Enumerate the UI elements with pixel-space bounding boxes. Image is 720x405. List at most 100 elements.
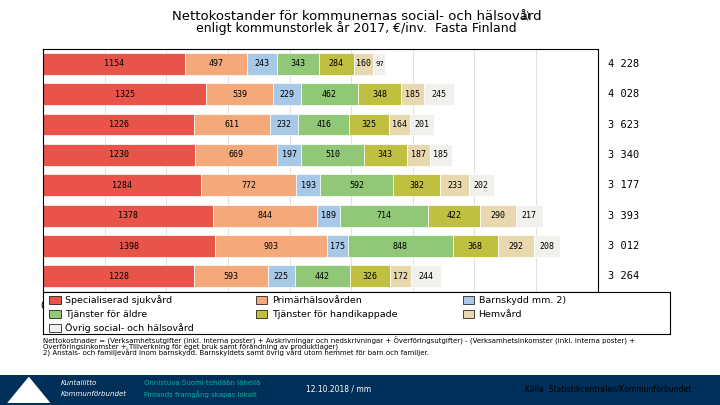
Bar bbox=[348, 235, 453, 257]
Bar bbox=[247, 53, 276, 75]
Bar bbox=[50, 324, 60, 333]
Text: 189: 189 bbox=[321, 211, 336, 220]
Text: 201: 201 bbox=[415, 120, 429, 129]
Bar bbox=[401, 83, 423, 105]
Bar bbox=[215, 235, 327, 257]
Bar bbox=[194, 144, 277, 166]
Bar bbox=[390, 113, 410, 135]
Bar bbox=[50, 310, 60, 318]
Bar bbox=[374, 53, 385, 75]
Bar bbox=[350, 266, 390, 288]
Text: 185: 185 bbox=[405, 90, 420, 99]
Text: 197: 197 bbox=[282, 150, 297, 160]
Bar bbox=[430, 144, 452, 166]
Bar bbox=[276, 53, 319, 75]
Text: 97: 97 bbox=[375, 61, 384, 67]
Bar bbox=[202, 175, 297, 196]
Bar bbox=[194, 266, 268, 288]
Bar bbox=[319, 53, 354, 75]
Bar bbox=[440, 175, 469, 196]
Text: 3 012: 3 012 bbox=[608, 241, 639, 251]
Bar bbox=[301, 83, 358, 105]
Text: Tjänster för handikappade: Tjänster för handikappade bbox=[272, 310, 397, 319]
Bar bbox=[349, 113, 390, 135]
Text: 225: 225 bbox=[274, 272, 289, 281]
Text: 416: 416 bbox=[316, 120, 331, 129]
Text: 669: 669 bbox=[228, 150, 243, 160]
Text: 772: 772 bbox=[241, 181, 256, 190]
Text: 2) Anstals- och familjevård inom barnskydd. Barnskyldets samt övrig vård utom he: 2) Anstals- och familjevård inom barnsky… bbox=[43, 349, 429, 357]
Text: 175: 175 bbox=[330, 241, 345, 251]
Text: Källa  Statistikcentralen/Kommunförbundet: Källa Statistikcentralen/Kommunförbundet bbox=[525, 384, 691, 393]
Text: Nettokostander för kommunernas social- och hälsovård: Nettokostander för kommunernas social- o… bbox=[171, 10, 541, 23]
Text: 208: 208 bbox=[539, 241, 554, 251]
Bar bbox=[317, 205, 341, 227]
Text: 244: 244 bbox=[418, 272, 433, 281]
Text: 4 228: 4 228 bbox=[608, 59, 639, 69]
Bar bbox=[410, 113, 434, 135]
Bar bbox=[185, 53, 247, 75]
Text: 290: 290 bbox=[490, 211, 505, 220]
Bar bbox=[273, 83, 301, 105]
Text: 442: 442 bbox=[315, 272, 330, 281]
Bar bbox=[423, 83, 454, 105]
Bar bbox=[498, 235, 534, 257]
Bar bbox=[213, 205, 317, 227]
Text: 1398: 1398 bbox=[120, 241, 139, 251]
Bar bbox=[480, 205, 516, 227]
Polygon shape bbox=[7, 377, 50, 403]
Text: 172: 172 bbox=[393, 272, 408, 281]
Bar bbox=[256, 310, 267, 318]
Bar bbox=[43, 83, 207, 105]
Text: 4 028: 4 028 bbox=[608, 89, 639, 99]
Text: 1230: 1230 bbox=[109, 150, 129, 160]
Bar bbox=[43, 175, 202, 196]
Bar bbox=[390, 266, 411, 288]
Bar bbox=[43, 235, 215, 257]
Text: 539: 539 bbox=[232, 90, 247, 99]
Text: 848: 848 bbox=[393, 241, 408, 251]
Text: Kommunförbundet: Kommunförbundet bbox=[61, 391, 127, 396]
Text: 593: 593 bbox=[223, 272, 238, 281]
Text: Tjänster för äldre: Tjänster för äldre bbox=[65, 310, 148, 319]
Bar bbox=[50, 296, 60, 305]
Bar bbox=[277, 144, 302, 166]
Text: 12.10.2018 / mm: 12.10.2018 / mm bbox=[306, 384, 371, 393]
Text: 3 393: 3 393 bbox=[608, 211, 639, 221]
Text: 611: 611 bbox=[225, 120, 239, 129]
Text: Primärhälsovården: Primärhälsovården bbox=[272, 296, 361, 305]
Text: 245: 245 bbox=[431, 90, 446, 99]
Text: Hemvård: Hemvård bbox=[479, 310, 522, 319]
Text: 343: 343 bbox=[378, 150, 393, 160]
Text: 1378: 1378 bbox=[118, 211, 138, 220]
Text: 229: 229 bbox=[279, 90, 294, 99]
Bar bbox=[256, 296, 267, 305]
Text: enligt kommunstorlek år 2017, €/inv.  Fasta Finland: enligt kommunstorlek år 2017, €/inv. Fas… bbox=[196, 21, 517, 35]
Bar bbox=[268, 266, 295, 288]
Bar bbox=[327, 235, 348, 257]
Text: 1226: 1226 bbox=[109, 120, 129, 129]
Text: 232: 232 bbox=[276, 120, 292, 129]
Text: 382: 382 bbox=[409, 181, 424, 190]
Text: 292: 292 bbox=[508, 241, 523, 251]
Text: 243: 243 bbox=[254, 59, 269, 68]
Bar bbox=[341, 205, 428, 227]
Bar bbox=[393, 175, 440, 196]
Text: 903: 903 bbox=[264, 241, 279, 251]
Text: 3 623: 3 623 bbox=[608, 119, 639, 130]
Bar bbox=[534, 235, 559, 257]
Bar bbox=[320, 175, 393, 196]
Text: 462: 462 bbox=[322, 90, 337, 99]
Bar bbox=[43, 53, 185, 75]
Text: Barnskydd mm. 2): Barnskydd mm. 2) bbox=[479, 296, 566, 305]
Bar bbox=[453, 235, 498, 257]
Text: 185: 185 bbox=[433, 150, 449, 160]
Bar bbox=[295, 266, 350, 288]
Bar bbox=[302, 144, 364, 166]
Bar bbox=[43, 266, 194, 288]
Bar bbox=[428, 205, 480, 227]
Text: 3 340: 3 340 bbox=[608, 150, 639, 160]
Bar bbox=[411, 266, 441, 288]
Bar bbox=[194, 113, 269, 135]
Text: Onnistuva Suomi tehdään lähellä: Onnistuva Suomi tehdään lähellä bbox=[144, 380, 261, 386]
